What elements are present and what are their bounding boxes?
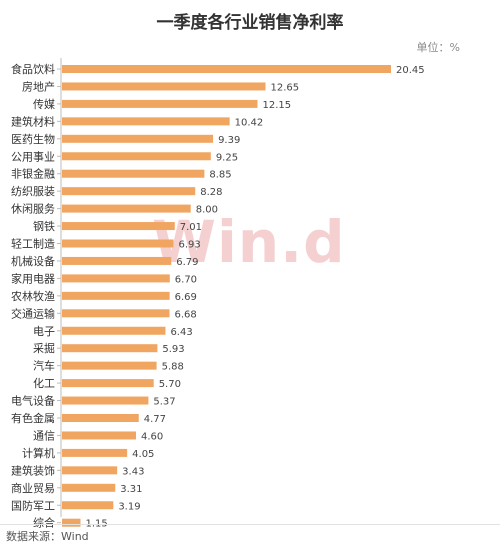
- category-label: 传媒: [33, 98, 55, 111]
- category-label: 建筑材料: [11, 114, 55, 128]
- category-label: 电子: [33, 325, 55, 338]
- bar: [62, 361, 157, 370]
- bar: [62, 466, 118, 475]
- bar: [62, 99, 258, 108]
- bar: [62, 396, 149, 405]
- category-label: 机械设备: [11, 254, 55, 268]
- value-label: 7.01: [180, 222, 202, 233]
- bar: [62, 291, 170, 300]
- bar: [62, 82, 266, 91]
- category-label: 有色金属: [11, 411, 55, 425]
- value-label: 12.65: [271, 82, 300, 93]
- category-label: 通信: [33, 429, 55, 442]
- bar: [62, 256, 172, 265]
- category-label: 食品饮料: [11, 62, 55, 76]
- category-label: 交通运输: [11, 306, 55, 320]
- category-label: 轻工制造: [11, 237, 55, 251]
- value-label: 6.70: [175, 274, 197, 285]
- bar: [62, 518, 81, 527]
- category-label: 采掘: [33, 341, 55, 355]
- bar: [62, 379, 154, 388]
- bar: [62, 187, 196, 196]
- value-label: 6.43: [170, 327, 192, 338]
- bar: [62, 239, 174, 248]
- value-label: 5.93: [162, 344, 184, 355]
- value-label: 8.00: [196, 205, 218, 216]
- bar: [62, 274, 170, 283]
- bar: [62, 204, 191, 213]
- category-label: 非银金融: [11, 167, 55, 181]
- bar: [62, 414, 139, 422]
- value-label: 3.31: [120, 484, 142, 495]
- data-source: 数据来源：Wind: [6, 530, 89, 543]
- bar: [62, 501, 114, 510]
- value-label: 3.43: [122, 466, 144, 477]
- value-label: 9.25: [216, 152, 238, 163]
- category-label: 休闲服务: [11, 202, 55, 216]
- bar: [62, 222, 175, 231]
- category-label: 电气设备: [11, 394, 55, 408]
- value-label: 20.45: [396, 65, 425, 76]
- value-label: 5.70: [159, 379, 181, 390]
- category-label: 房地产: [22, 79, 55, 93]
- bar: [62, 326, 166, 335]
- category-label: 汽车: [33, 359, 55, 373]
- value-label: 12.15: [262, 100, 291, 111]
- value-label: 10.42: [235, 117, 264, 128]
- category-label: 建筑装饰: [11, 463, 55, 477]
- category-label: 纺织服装: [11, 184, 55, 198]
- bar: [62, 448, 128, 457]
- value-label: 5.88: [162, 362, 184, 373]
- value-label: 5.37: [153, 397, 175, 408]
- value-label: 3.19: [118, 501, 140, 512]
- bar: [62, 431, 137, 440]
- value-label: 6.68: [174, 309, 196, 320]
- value-label: 8.85: [209, 170, 231, 181]
- category-label: 农林牧渔: [11, 289, 55, 303]
- bar: [62, 152, 211, 161]
- bar: [62, 483, 116, 492]
- category-label: 化工: [33, 376, 55, 390]
- footer-divider: [0, 524, 500, 525]
- category-label: 商业贸易: [11, 481, 55, 495]
- bar: [62, 309, 170, 318]
- bar: [62, 134, 214, 143]
- unit-label: 单位：%: [416, 41, 460, 54]
- value-label: 9.39: [218, 135, 240, 146]
- chart-title: 一季度各行业销售净利率: [156, 13, 344, 33]
- bar: [62, 169, 205, 178]
- category-label: 家用电器: [11, 271, 55, 285]
- bar: [62, 65, 391, 73]
- value-label: 6.93: [178, 240, 200, 251]
- category-label: 综合: [33, 516, 55, 530]
- value-label: 4.60: [141, 431, 163, 442]
- value-label: 6.79: [176, 257, 198, 268]
- category-label: 公用事业: [11, 150, 55, 163]
- category-label: 钢铁: [33, 220, 55, 233]
- value-label: 6.69: [175, 292, 197, 303]
- watermark-logo: Win.d: [152, 208, 346, 276]
- bar: [62, 344, 158, 353]
- value-label: 8.28: [200, 187, 222, 198]
- category-label: 医药生物: [11, 132, 55, 146]
- value-label: 4.77: [144, 414, 166, 425]
- bar: [62, 117, 230, 126]
- category-label: 计算机: [22, 446, 55, 460]
- category-label: 国防军工: [11, 498, 55, 512]
- value-label: 4.05: [132, 449, 154, 460]
